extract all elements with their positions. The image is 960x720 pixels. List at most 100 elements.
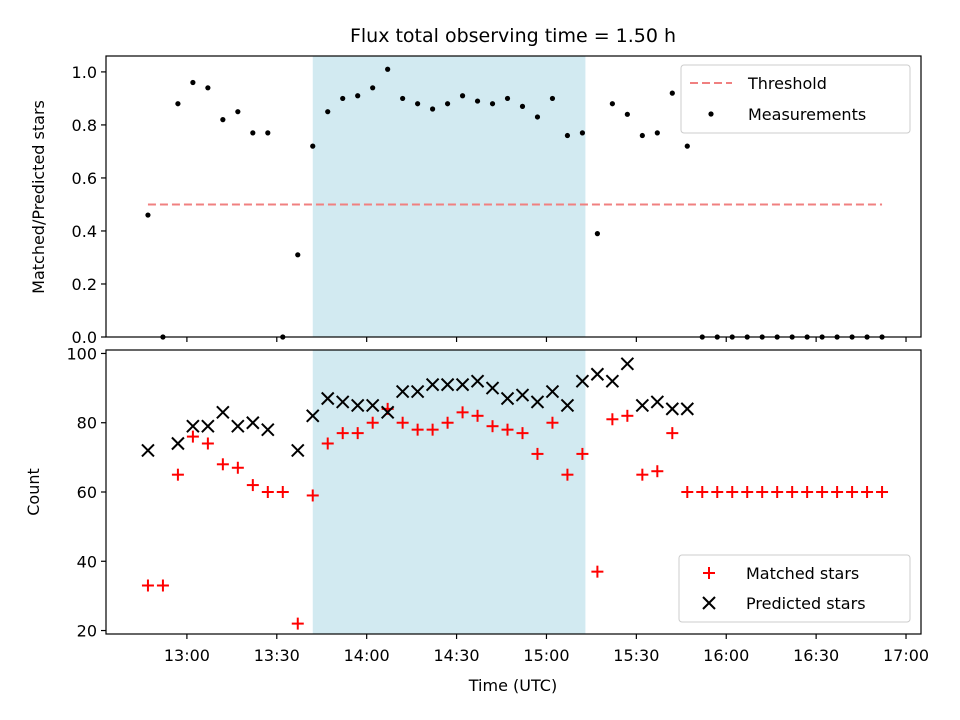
x-tick-label: 16:00 [703,646,749,665]
legend-matched-label: Matched stars [746,564,859,583]
matched-star-point [441,416,454,429]
predicted-star-point [440,377,455,392]
predicted-star-point [620,357,635,371]
measurement-point [534,114,541,120]
matched-star-point [396,416,409,429]
matched-star-point [831,486,844,498]
matched-star-point [816,486,829,498]
measurement-point [355,93,361,99]
measurement-point [190,79,196,86]
measurement-point [504,95,511,102]
matched-star-point [801,486,814,498]
y-tick-label: 20 [77,622,97,641]
bottom-x-axis-ticks: 13:00 13:30 14:00 14:30 15:00 15:30 16:00 16:30… [164,634,929,665]
legend-predicted-label: Predicted stars [746,594,866,613]
matched-star-point [186,430,199,443]
predicted-star-point [650,395,665,409]
matched-star-point [501,423,514,436]
measurement-point [265,130,271,136]
matched-star-point [546,416,559,429]
predicted-star-point [410,384,425,399]
measurement-point [474,98,481,104]
measurement-point [669,90,675,96]
measurement-point [579,130,586,136]
matched-star-point [741,486,754,498]
measurement-point [639,132,645,139]
matched-star-point [321,437,334,450]
measurement-point [370,85,376,91]
predicted-star-point [261,422,275,437]
matched-star-point [426,423,439,436]
x-tick-label: 13:30 [254,646,300,665]
predicted-star-point [380,405,395,420]
predicted-star-point [171,436,185,451]
top-plot-frame [105,55,922,338]
predicted-star-point [635,398,650,413]
measurement-point [654,130,660,136]
predicted-star-point [350,398,365,413]
matched-star-point [606,413,619,426]
matched-star-point [621,409,634,422]
measurement-point [594,231,600,237]
x-tick-label: 15:00 [523,646,569,665]
measurement-point [415,101,421,107]
predicted-star-point [665,402,680,416]
matched-star-point [726,486,739,498]
matched-star-point [306,489,319,502]
y-tick-label: 80 [77,414,97,433]
x-tick-label: 17:00 [883,646,929,665]
predicted-star-point [186,419,200,433]
measurement-point [519,103,526,109]
matched-star-point [591,565,604,578]
predicted-star-point [590,367,605,381]
measurement-point [340,95,346,102]
bottom-legend: Matched stars Predicted stars [678,554,911,623]
matched-star-point [171,468,184,481]
matched-star-point [261,486,274,498]
predicted-star-point [545,384,560,399]
x-axis-label: Time (UTC) [468,676,557,695]
chart-title: Flux total observing time = 1.50 h [350,25,676,47]
matched-star-point [876,486,889,498]
matched-star-point [351,427,364,440]
matched-star-point [576,447,589,460]
y-tick-label: 0.0 [72,328,97,347]
predicted-star-point [485,381,500,395]
predicted-star-point [306,409,320,423]
predicted-star-point [201,419,215,433]
bottom-legend-box [678,554,911,623]
matched-star-point [201,437,214,450]
top-y-axis-ticks: 0.0 0.2 0.4 0.6 0.8 1.0 [72,63,106,347]
predicted-star-point [216,405,230,420]
measurement-point [220,117,226,123]
matched-star-point [411,423,424,436]
matched-star-point [651,465,664,478]
y-tick-label: 100 [66,344,97,363]
predicted-star-point [246,416,260,430]
predicted-star-point [560,398,575,413]
predicted-star-point [680,402,694,416]
x-tick-label: 15:30 [613,646,659,665]
matched-star-point [846,486,859,498]
y-tick-label: 0.6 [72,169,97,188]
legend-measurements-swatch [708,111,714,117]
matched-star-point [756,486,769,498]
top-panel: 0.0 0.2 0.4 0.6 0.8 1.0 Matched/Predicted sta… [29,55,922,347]
legend-threshold-label: Threshold [747,74,827,93]
measurement-point [609,101,615,107]
predicted-star-point [455,377,470,392]
matched-star-point [291,617,304,630]
measurement-point [624,111,630,117]
matched-star-point [531,447,544,460]
matched-star-point [156,579,169,592]
matched-star-point [336,427,349,440]
x-tick-label: 16:30 [793,646,839,665]
matched-star-point [786,486,799,498]
predicted-star-point [605,374,620,388]
y-tick-label: 1.0 [72,63,97,82]
matched-star-point [216,458,229,471]
bottom-observing-window-shade [312,350,586,634]
measurement-point [444,101,451,107]
measurement-point [489,101,496,107]
